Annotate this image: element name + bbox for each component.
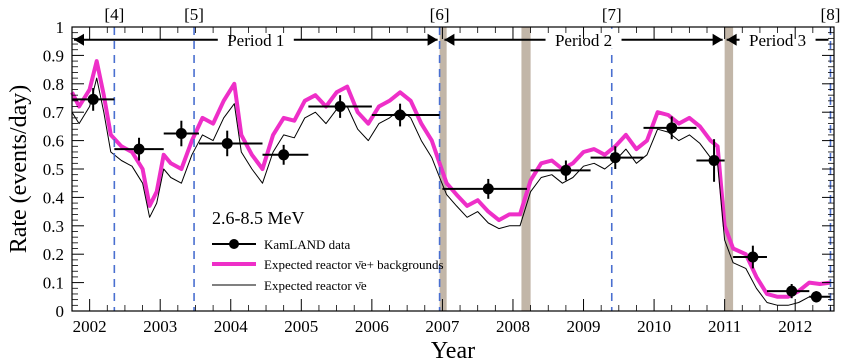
data-point [133, 143, 145, 155]
data-point [786, 285, 798, 297]
period-label-bg [217, 28, 294, 49]
data-point [609, 152, 621, 164]
x-tick-label: 2002 [73, 317, 107, 336]
legend-label: Expected reactor ν̄e+ backgrounds [264, 257, 444, 272]
legend-label: Expected reactor ν̄e [264, 278, 367, 293]
y-tick-label: 0.2 [43, 245, 64, 264]
period-arrowhead-left [726, 33, 737, 46]
period-arrowhead-right [427, 33, 438, 46]
x-tick-label: 2003 [143, 317, 177, 336]
x-tick-label: 2007 [425, 317, 460, 336]
expected-curves [70, 59, 831, 306]
x-tick-label: 2008 [496, 317, 530, 336]
y-tick-label: 1 [56, 18, 65, 37]
expected-reactor-line [71, 77, 831, 306]
shaded-band [724, 27, 734, 311]
reference-label: [8] [821, 5, 841, 24]
period-label: Period 3 [749, 31, 806, 50]
period-arrows: Period 1 Period 2 Period 3 [74, 28, 829, 50]
data-point [394, 109, 406, 121]
period-arrowhead-left [74, 33, 84, 46]
y-tick-label: 0.4 [43, 188, 65, 207]
x-axis-title: Year [431, 338, 475, 364]
period-label: Period 1 [227, 31, 284, 50]
x-tick-label: 2009 [567, 317, 601, 336]
y-tick-label: 0 [56, 302, 65, 321]
y-tick-label: 0.6 [43, 132, 64, 151]
x-tick-label: 2005 [284, 317, 318, 336]
data-point [708, 154, 720, 166]
x-tick-label: 2012 [778, 317, 812, 336]
y-tick-label: 0.8 [43, 75, 64, 94]
legend: KamLAND data Expected reactor ν̄e+ backgr… [212, 237, 444, 293]
data-point [747, 251, 759, 263]
reference-label: [5] [184, 5, 204, 24]
y-tick-label: 0.1 [43, 274, 64, 293]
data-point [278, 149, 290, 161]
y-tick-label: 0.3 [43, 217, 64, 236]
axis-ticks: 0 0.1 0.2 0.3 0.4 0.5 0.6 0.7 0.8 0.9 1 2002 2003 200… [43, 18, 834, 336]
kamland-data-points [72, 88, 831, 303]
period-label-bg [739, 28, 816, 49]
data-point [560, 164, 572, 176]
legend-swatch-marker [229, 239, 239, 249]
period-label: Period 2 [555, 31, 612, 50]
x-tick-label: 2004 [214, 317, 249, 336]
legend-label: KamLAND data [264, 237, 351, 252]
shaded-band [521, 27, 531, 311]
reference-label: [6] [430, 5, 450, 24]
period-arrowhead-left [444, 33, 455, 46]
shaded-bands [439, 27, 734, 311]
y-tick-label: 0.9 [43, 46, 64, 65]
data-point [810, 291, 822, 303]
y-axis-title: Rate (events/day) [6, 85, 32, 254]
y-tick-label: 0.5 [43, 160, 64, 179]
x-tick-label: 2011 [708, 317, 741, 336]
x-tick-label: 2006 [355, 317, 389, 336]
period-arrowhead-right [712, 33, 723, 46]
data-point [334, 101, 346, 113]
reference-label: [4] [104, 5, 124, 24]
data-point [175, 128, 187, 139]
data-point [221, 137, 233, 149]
x-tick-label: 2010 [637, 317, 671, 336]
data-point [666, 122, 678, 134]
reference-label: [7] [602, 5, 622, 24]
expected-reactor-plus-backgrounds-line [70, 59, 831, 299]
energy-range-label: 2.6-8.5 MeV [212, 208, 305, 228]
data-point [482, 183, 494, 195]
data-point [87, 93, 99, 105]
y-tick-label: 0.7 [43, 103, 65, 122]
